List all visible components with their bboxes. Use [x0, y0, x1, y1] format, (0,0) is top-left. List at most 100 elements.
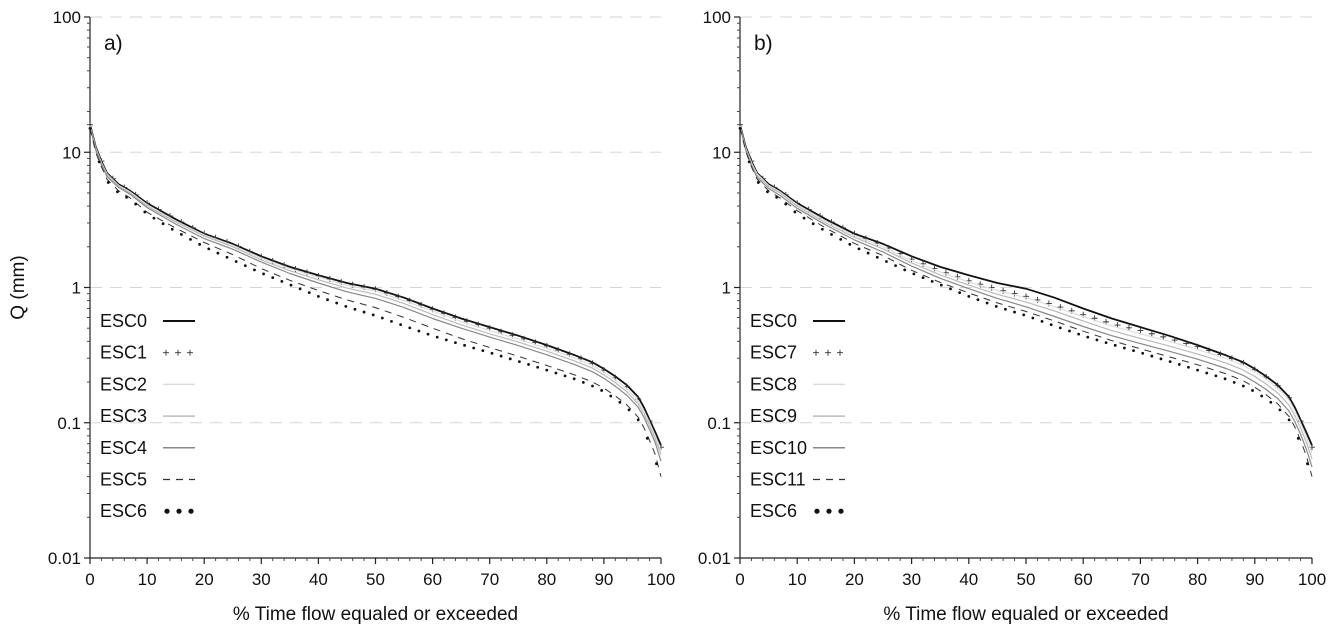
data-point — [463, 343, 466, 347]
data-point — [1104, 341, 1108, 345]
data-point — [912, 272, 916, 276]
chart-panel-1: 0.01 0.1 1 10 100 0 10 20 30 40 50 60 70 80 90 100 % Tim… — [8, 8, 675, 625]
data-point — [444, 338, 448, 342]
y-tick-label: 0.01 — [48, 549, 81, 568]
data-point — [408, 326, 412, 330]
legend-swatch — [814, 508, 844, 514]
data-point — [326, 298, 329, 302]
data-point — [1022, 313, 1026, 317]
data-point — [508, 357, 512, 361]
data-point — [417, 329, 421, 333]
series-esc4 — [89, 126, 662, 462]
legend-label: ESC6 — [100, 501, 147, 521]
legend-label: ESC7 — [750, 343, 797, 363]
y-tick-label: 100 — [703, 8, 731, 27]
data-point — [1306, 462, 1309, 466]
series-esc11 — [739, 127, 1313, 477]
x-axis-title: % Time flow equaled or exceeded — [883, 604, 1168, 625]
legend: ESC0 ESC1 ESC2 ESC3 ESC4 ESC5 ESC6 — [100, 311, 195, 521]
data-point — [1013, 310, 1016, 314]
data-point — [903, 268, 907, 272]
legend-label: ESC2 — [100, 374, 147, 394]
x-tick-label: 30 — [252, 570, 271, 589]
legend-label: ESC0 — [750, 311, 797, 331]
data-point — [830, 233, 833, 236]
legend-label: ESC9 — [750, 406, 797, 426]
x-tick-label: 90 — [594, 570, 613, 589]
panel-label: b) — [754, 32, 773, 55]
legend-swatch — [813, 349, 843, 356]
data-point — [848, 242, 852, 246]
legend-swatch — [164, 508, 194, 514]
y-tick-label: 1 — [722, 279, 731, 298]
data-point — [857, 247, 861, 251]
data-point — [618, 400, 622, 404]
data-point — [97, 160, 101, 164]
data-point — [499, 354, 503, 358]
data-point — [600, 389, 604, 392]
data-point — [994, 304, 998, 308]
data-point — [307, 291, 311, 295]
data-point — [1150, 354, 1154, 358]
data-point — [775, 195, 779, 199]
data-point — [216, 251, 220, 255]
data-point — [198, 242, 202, 246]
x-axis-title: % Time flow equaled or exceeded — [233, 604, 518, 625]
data-point — [1269, 400, 1273, 404]
data-point — [253, 268, 256, 272]
data-point — [335, 301, 339, 305]
legend-label: ESC5 — [100, 470, 147, 490]
data-point — [472, 346, 476, 350]
legend-label: ESC0 — [100, 311, 147, 331]
data-point — [591, 384, 594, 388]
data-point — [1095, 338, 1099, 342]
data-point — [784, 202, 788, 206]
x-tick-label: 50 — [366, 570, 385, 589]
data-point — [161, 222, 165, 226]
data-point — [179, 233, 183, 236]
data-point — [1049, 323, 1053, 327]
data-point — [517, 360, 521, 363]
data-point — [875, 255, 879, 259]
data-point — [802, 216, 806, 220]
data-point — [371, 313, 375, 317]
x-tick-label: 50 — [1017, 570, 1036, 589]
data-point — [655, 462, 658, 466]
data-point — [747, 160, 751, 164]
data-point — [481, 349, 485, 353]
data-point — [426, 332, 430, 336]
data-point — [262, 272, 265, 276]
data-point — [1194, 343, 1201, 350]
data-point — [271, 276, 275, 280]
data-point — [280, 279, 284, 283]
x-tick-label: 70 — [480, 570, 499, 589]
data-point — [207, 247, 211, 251]
data-point — [1148, 330, 1155, 337]
data-point — [1223, 377, 1227, 381]
data-point — [1171, 337, 1178, 344]
series-esc10 — [739, 126, 1313, 468]
legend-label: ESC1 — [100, 343, 147, 363]
data-point — [563, 374, 567, 378]
series-esc3 — [89, 125, 662, 455]
x-tick-label: 60 — [423, 570, 442, 589]
data-point — [939, 283, 943, 287]
legend-label: ESC3 — [100, 406, 147, 426]
data-point — [930, 279, 934, 283]
legend-label: ESC11 — [750, 470, 806, 490]
data-point — [572, 377, 576, 381]
data-point — [1141, 351, 1145, 355]
data-point — [1000, 287, 1007, 294]
x-tick-label: 20 — [195, 570, 214, 589]
data-point — [1177, 363, 1181, 366]
data-point — [536, 365, 540, 369]
series-group — [87, 121, 664, 477]
data-point — [380, 316, 384, 320]
data-point — [1125, 324, 1132, 331]
data-point — [390, 319, 393, 323]
data-point — [1068, 329, 1071, 333]
data-point — [1296, 436, 1300, 440]
data-point — [1251, 389, 1254, 392]
